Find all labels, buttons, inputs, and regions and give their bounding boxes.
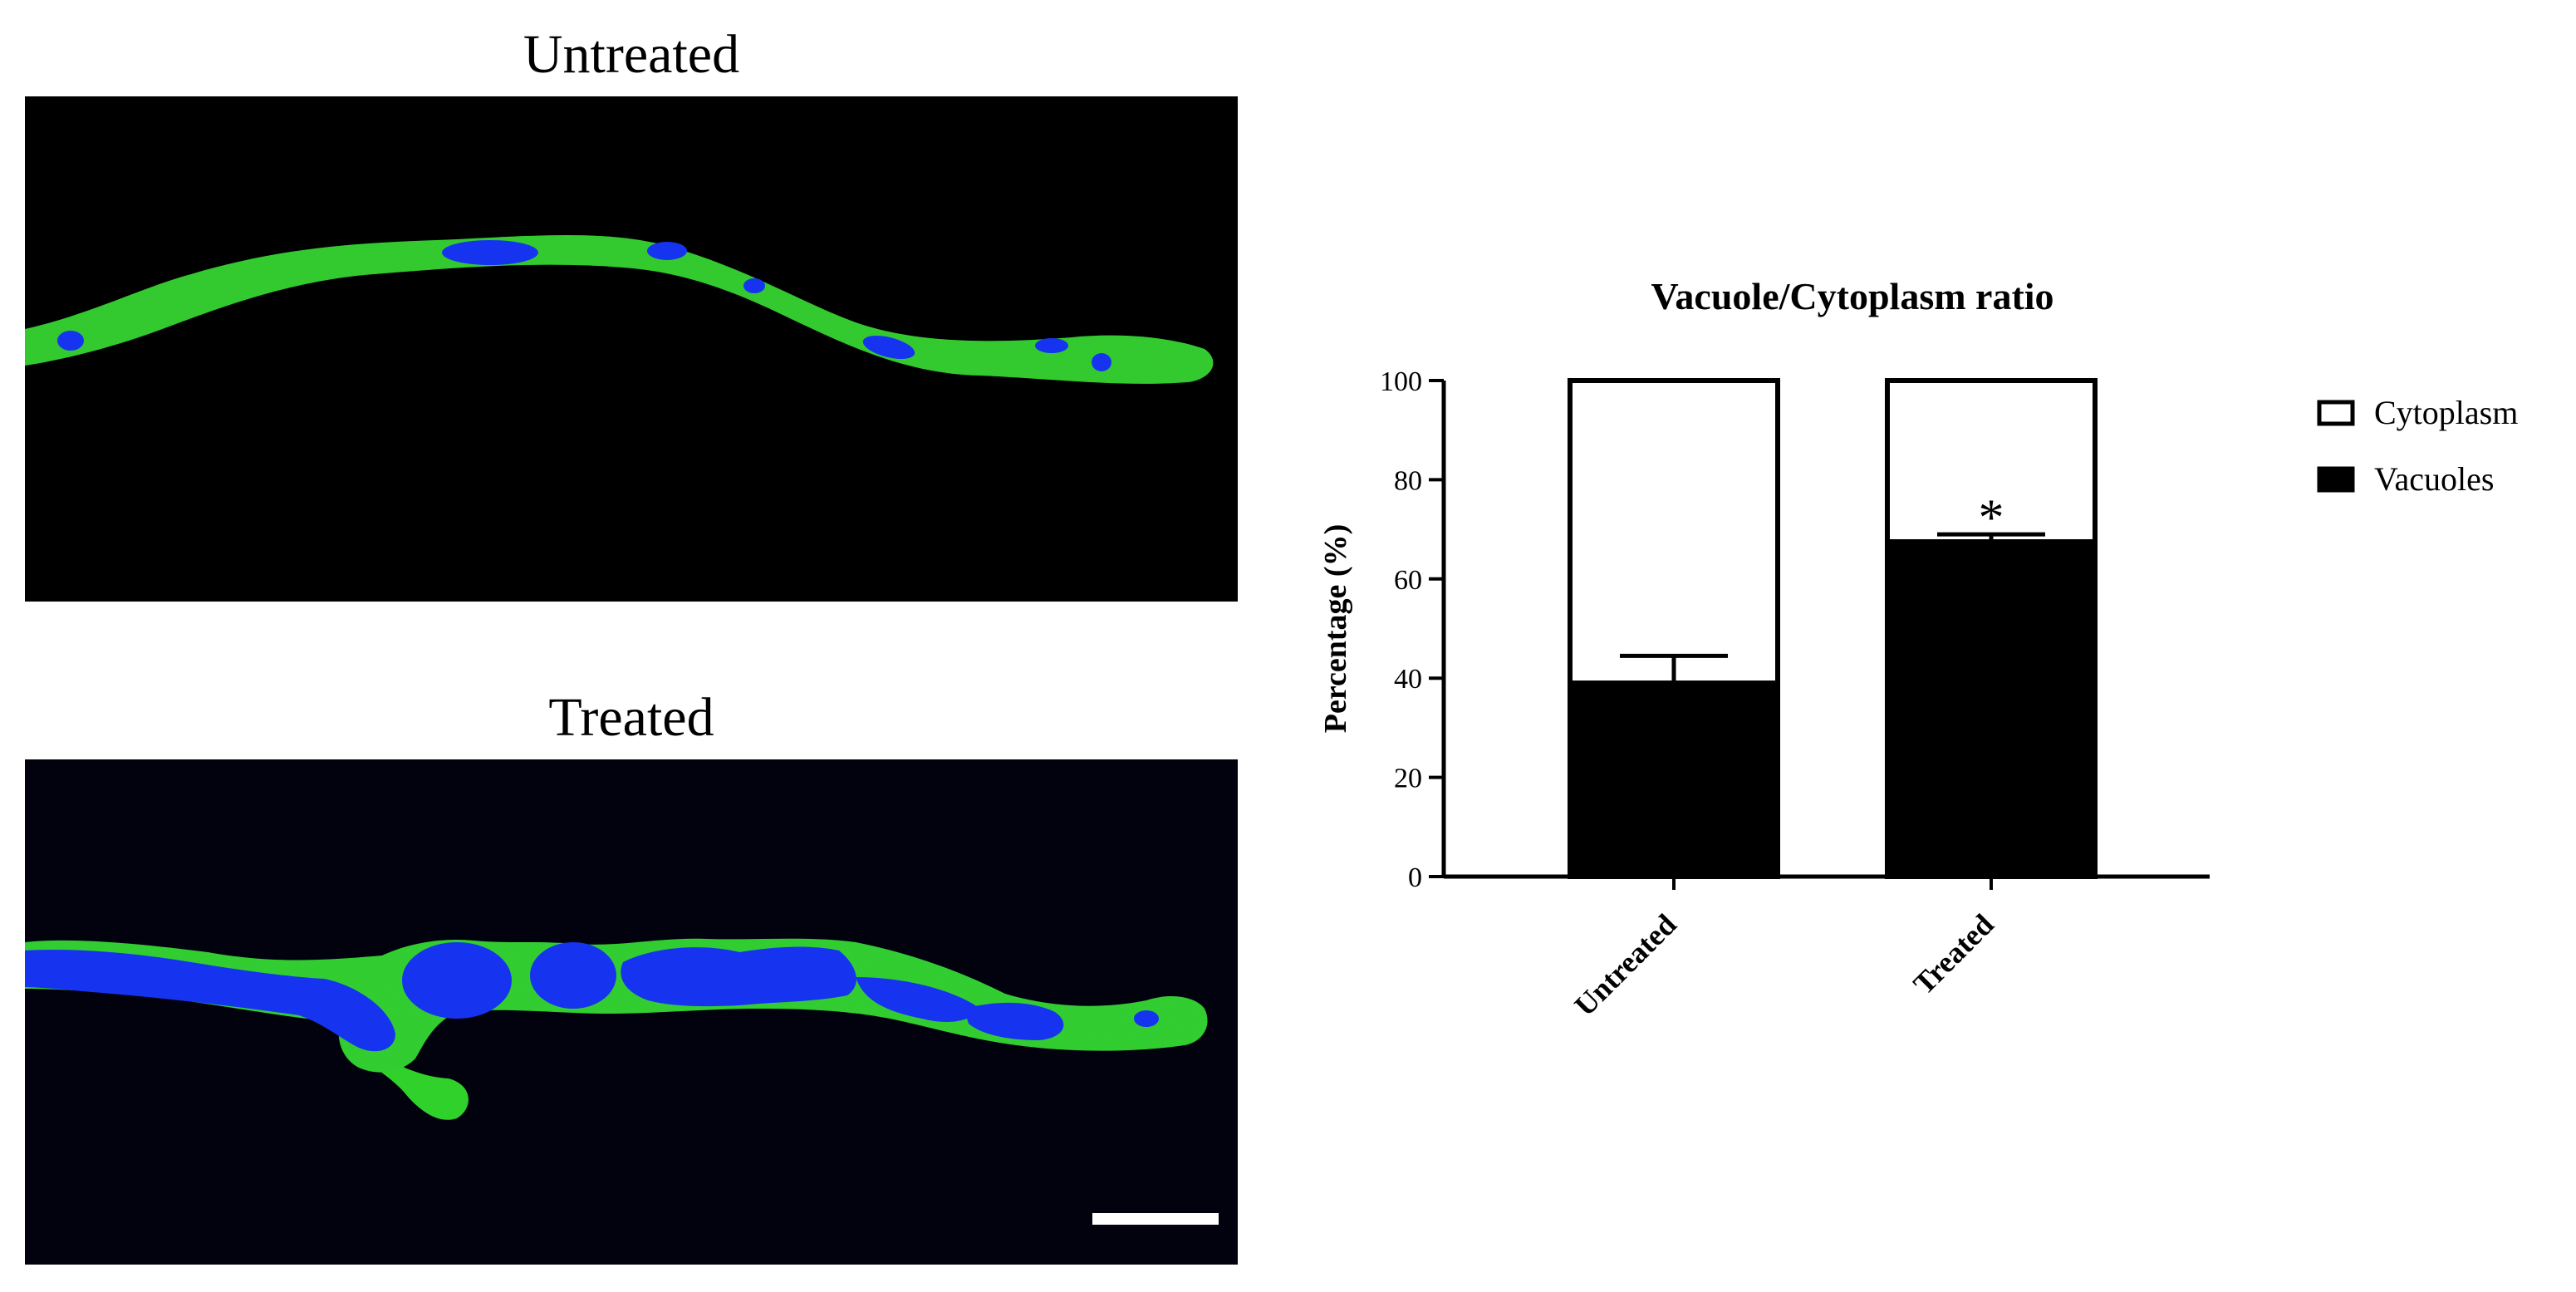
bar-cytoplasm-treated bbox=[1885, 378, 2098, 545]
legend-swatch-vacuoles bbox=[2317, 466, 2355, 493]
y-tick-label: 100 bbox=[1380, 366, 1422, 397]
micrograph-untreated-image bbox=[25, 234, 1214, 384]
bar-cytoplasm-untreated bbox=[1568, 378, 1780, 686]
legend-label-cytoplasm: Cytoplasm bbox=[2374, 394, 2518, 431]
vacuoles-treated bbox=[25, 942, 1159, 1052]
vacuoles-untreated bbox=[57, 240, 1111, 371]
bar-vacuoles-untreated bbox=[1568, 680, 1780, 879]
stacked-bar-chart: Vacuole/Cytoplasm ratio 0 20 40 60 80 100 Perce… bbox=[1318, 275, 2518, 1022]
y-tick-label: 40 bbox=[1394, 664, 1422, 695]
micrograph-treated bbox=[25, 759, 1238, 1265]
hypha-cytoplasm bbox=[25, 234, 1214, 384]
y-axis-label: Percentage (%) bbox=[1318, 524, 1353, 733]
scale-bar bbox=[1092, 1213, 1219, 1225]
legend-swatch-cytoplasm bbox=[2317, 400, 2355, 426]
x-tick-label: Treated bbox=[1906, 907, 1999, 1000]
legend-label-vacuoles: Vacuoles bbox=[2374, 460, 2494, 498]
hypha-cytoplasm bbox=[25, 938, 1208, 1120]
micrograph-untreated bbox=[25, 96, 1238, 602]
chart-title: Vacuole/Cytoplasm ratio bbox=[1651, 275, 2053, 317]
bar-vacuoles-treated bbox=[1885, 539, 2098, 879]
micrograph-treated-image bbox=[25, 938, 1219, 1225]
y-tick-label: 80 bbox=[1394, 465, 1422, 496]
significance-marker: * bbox=[1979, 489, 2004, 546]
micrograph-title-treated: Treated bbox=[548, 687, 714, 748]
y-tick-label: 20 bbox=[1394, 764, 1422, 794]
x-tick-label: Untreated bbox=[1568, 907, 1683, 1022]
micrograph-title-untreated: Untreated bbox=[523, 24, 740, 85]
chart-panel: Vacuole/Cytoplasm ratio 0 20 40 60 80 100 Perce… bbox=[1246, 249, 2576, 1080]
y-tick-label: 0 bbox=[1408, 862, 1422, 893]
y-tick-label: 60 bbox=[1394, 565, 1422, 596]
